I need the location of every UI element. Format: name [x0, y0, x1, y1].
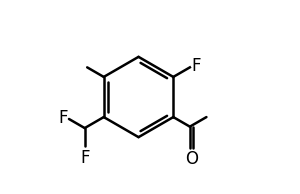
Text: O: O: [185, 150, 198, 168]
Text: F: F: [58, 109, 68, 127]
Text: F: F: [80, 149, 89, 167]
Text: F: F: [191, 57, 201, 75]
